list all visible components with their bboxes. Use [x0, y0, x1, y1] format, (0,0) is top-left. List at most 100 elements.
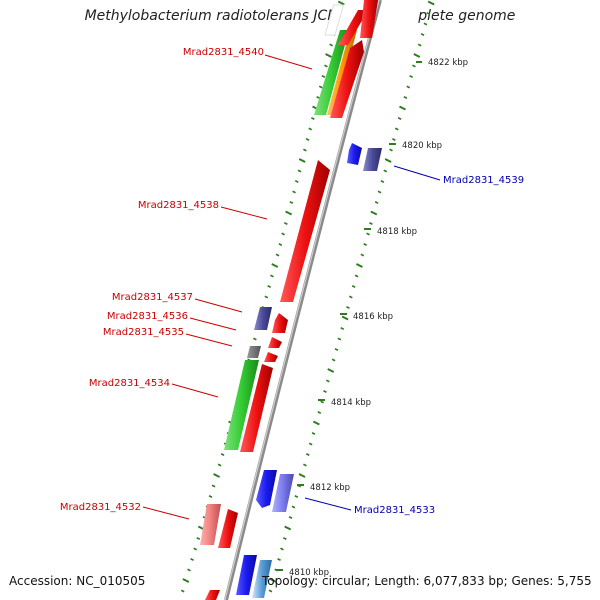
kbp-label-4818: 4818 kbp — [377, 227, 417, 237]
track-tick — [360, 253, 365, 257]
track-tick — [413, 53, 421, 58]
track-tick — [316, 96, 320, 99]
track-tick — [417, 43, 422, 47]
track-tick — [323, 390, 327, 393]
gene-4532[interactable] — [200, 504, 221, 545]
gene-4537[interactable] — [254, 307, 272, 330]
track-tick — [363, 243, 368, 246]
accession-text: Accession: NC_010505 — [9, 574, 146, 588]
gene-4539-purple[interactable] — [363, 148, 382, 171]
kbp-ruler: 4822 kbp 4820 kbp 4818 kbp 4816 kbp 4814… — [276, 58, 468, 578]
gene-bottom-blue[interactable] — [236, 555, 257, 595]
track-tick — [288, 516, 293, 519]
track-tick — [308, 127, 313, 131]
track-tick — [292, 190, 296, 194]
track-tick — [284, 222, 288, 225]
track-tick — [303, 463, 307, 467]
track-tick — [312, 420, 320, 426]
kbp-label-4812: 4812 kbp — [310, 483, 350, 493]
leader-4533 — [304, 497, 352, 511]
gene-4533[interactable] — [256, 470, 277, 508]
track-tick — [340, 327, 345, 330]
track-tick — [305, 453, 310, 456]
track-tick — [281, 232, 285, 236]
label-4536[interactable]: Mrad2831_4536 — [107, 311, 188, 322]
track-tick — [298, 473, 306, 478]
label-4534[interactable]: Mrad2831_4534 — [89, 378, 170, 389]
track-tick — [389, 148, 393, 152]
track-tick — [270, 274, 274, 278]
gene-labels-right: Mrad2831_4539 Mrad2831_4533 — [304, 165, 524, 516]
track-tick — [420, 33, 425, 36]
track-tick — [182, 578, 190, 583]
track-tick — [366, 232, 370, 236]
track-tick — [346, 306, 350, 309]
track-tick — [280, 547, 284, 551]
gene-4532-red[interactable] — [218, 509, 238, 548]
gene-top-red-left[interactable] — [338, 10, 368, 45]
track-tick — [399, 105, 406, 111]
label-4532[interactable]: Mrad2831_4532 — [60, 502, 141, 513]
kbp-label-4820: 4820 kbp — [402, 141, 442, 151]
track-tick — [311, 432, 316, 435]
track-tick — [298, 158, 306, 163]
leader-4536 — [189, 317, 237, 331]
track-tick — [383, 169, 388, 173]
track-tick — [355, 263, 363, 268]
leader-4535 — [185, 333, 233, 347]
track-tick — [193, 547, 198, 551]
track-tick — [369, 222, 373, 225]
kbp-label-4814: 4814 kbp — [331, 398, 371, 408]
track-tick — [317, 411, 322, 414]
track-tick — [331, 358, 336, 362]
track-tick — [380, 180, 385, 183]
track-tick — [284, 525, 292, 531]
track-tick — [384, 158, 392, 163]
label-4535[interactable]: Mrad2831_4535 — [103, 327, 184, 338]
label-4539[interactable]: Mrad2831_4539 — [443, 175, 524, 186]
label-4538[interactable]: Mrad2831_4538 — [138, 200, 219, 211]
track-tick — [211, 484, 216, 488]
gene-bottom-lightblue[interactable] — [252, 560, 272, 598]
track-tick — [275, 253, 280, 257]
label-4533[interactable]: Mrad2831_4533 — [354, 505, 435, 516]
track-tick — [412, 64, 416, 68]
gene-4534-red[interactable] — [240, 364, 273, 452]
gene-small-red-2[interactable] — [264, 352, 278, 362]
gene-4539[interactable] — [347, 143, 362, 165]
track-tick — [213, 473, 221, 478]
track-tick — [406, 85, 411, 89]
track-tick — [374, 201, 379, 204]
kbp-label-4816: 4816 kbp — [353, 312, 393, 322]
label-4540[interactable]: Mrad2831_4540 — [183, 47, 264, 58]
track-tick — [337, 0, 345, 6]
gene-bottom-red[interactable] — [205, 590, 220, 600]
kbp-label-4810: 4810 kbp — [289, 568, 329, 578]
track-tick — [277, 558, 281, 561]
track-tick — [320, 400, 324, 404]
gene-top-red-right[interactable] — [360, 0, 378, 38]
leader-4534 — [171, 383, 219, 398]
gene-4540[interactable] — [330, 40, 364, 118]
gene-4534[interactable] — [224, 360, 259, 450]
gene-4536[interactable] — [272, 313, 288, 333]
track-tick — [305, 138, 310, 141]
track-tick — [426, 12, 431, 15]
gene-4533-lightpurple[interactable] — [272, 474, 294, 512]
gene-labels-left: Mrad2831_4540 Mrad2831_4538 Mrad2831_453… — [60, 47, 313, 520]
gene-top-green[interactable] — [314, 30, 349, 115]
track-tick — [318, 85, 323, 89]
track-tick — [294, 495, 299, 498]
track-tick — [271, 263, 279, 268]
gene-4535[interactable] — [268, 337, 282, 348]
track-tick — [392, 138, 396, 141]
gene-4538[interactable] — [280, 160, 330, 302]
track-tick — [282, 537, 287, 540]
label-4537[interactable]: Mrad2831_4537 — [112, 292, 193, 303]
track-tick — [196, 537, 201, 540]
genome-backbone-highlight — [224, 0, 380, 600]
gene-gray-small[interactable] — [247, 346, 261, 358]
genome-backbone — [224, 0, 382, 600]
track-tick — [329, 43, 333, 47]
